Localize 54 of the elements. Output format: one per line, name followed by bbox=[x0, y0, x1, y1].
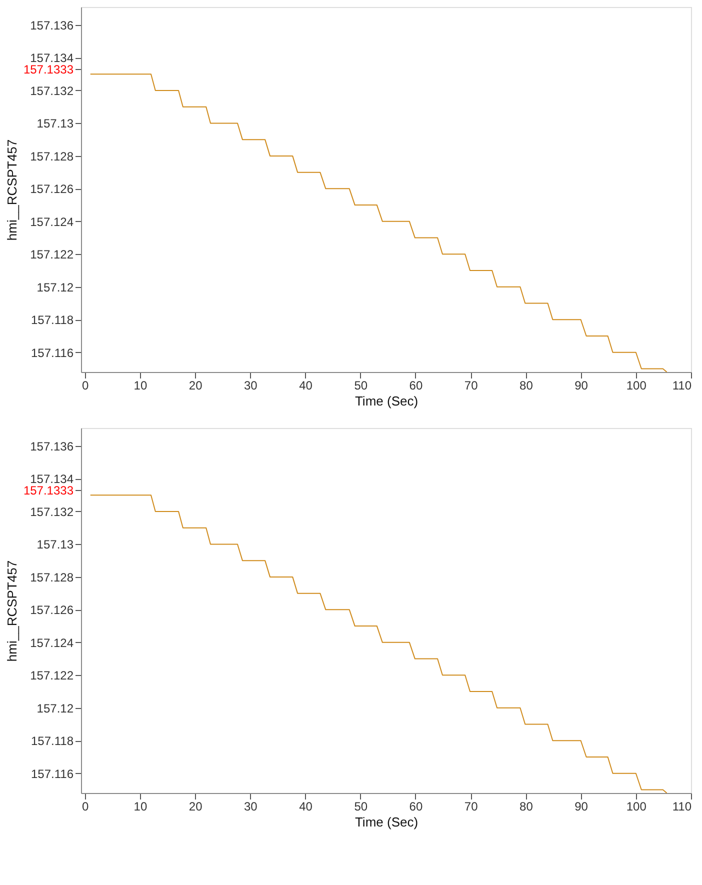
x-tick-label: 10 bbox=[134, 378, 148, 392]
y-tick-label: 157.134 bbox=[30, 472, 74, 486]
x-tick-label: 40 bbox=[299, 800, 313, 814]
x-tick-label: 100 bbox=[626, 800, 647, 814]
x-tick-label: 50 bbox=[354, 378, 368, 392]
x-tick-label: 90 bbox=[574, 378, 588, 392]
y-tick-label: 157.136 bbox=[30, 18, 74, 33]
y-tick-label: 157.118 bbox=[31, 734, 74, 748]
x-tick-label: 20 bbox=[188, 800, 203, 814]
y-tick-label: 157.126 bbox=[30, 603, 74, 618]
y-tick-label: 157.134 bbox=[30, 51, 74, 66]
x-tick-label: 100 bbox=[626, 378, 647, 392]
y-tick-label: 157.136 bbox=[30, 440, 74, 454]
y-tick-label: 157.1333 bbox=[23, 484, 74, 498]
x-axis-title: Time (Sec) bbox=[354, 814, 418, 830]
y-tick-label: 157.118 bbox=[31, 313, 74, 328]
x-tick-label: 70 bbox=[464, 800, 478, 814]
x-tick-label: 80 bbox=[520, 378, 534, 392]
x-tick-label: 0 bbox=[82, 378, 90, 392]
y-tick-label: 157.132 bbox=[30, 504, 74, 519]
x-tick-label: 60 bbox=[409, 800, 423, 814]
x-tick-label: 30 bbox=[244, 378, 258, 392]
x-tick-label: 0 bbox=[82, 800, 90, 814]
y-tick-label: 157.13 bbox=[36, 538, 74, 552]
line-series bbox=[90, 74, 668, 372]
y-tick-label: 157.116 bbox=[31, 766, 74, 781]
x-tick-label: 10 bbox=[134, 800, 148, 814]
y-tick-label: 157.132 bbox=[30, 84, 74, 98]
y-tick-label: 157.122 bbox=[30, 248, 74, 262]
x-tick-label: 20 bbox=[188, 378, 203, 392]
x-tick-label: 110 bbox=[672, 800, 692, 814]
y-tick-label: 157.128 bbox=[30, 570, 74, 584]
y-tick-label: 157.13 bbox=[36, 116, 74, 131]
line-series bbox=[90, 494, 668, 794]
x-tick-label: 90 bbox=[574, 800, 588, 814]
x-tick-label: 110 bbox=[672, 378, 692, 392]
x-tick-label: 70 bbox=[464, 378, 478, 392]
x-tick-label: 80 bbox=[520, 800, 534, 814]
y-axis-title: hmi__RCSPT457 bbox=[4, 139, 20, 241]
y-tick-label: 157.128 bbox=[30, 149, 74, 164]
y-tick-label: 157.126 bbox=[30, 182, 74, 196]
y-tick-label: 157.124 bbox=[30, 636, 74, 650]
y-tick-label: 157.12 bbox=[36, 701, 74, 716]
x-tick-label: 40 bbox=[299, 378, 313, 392]
y-axis-title: hmi__RCSPT457 bbox=[4, 560, 20, 662]
x-tick-label: 30 bbox=[244, 800, 258, 814]
y-tick-label: 157.1333 bbox=[23, 62, 74, 77]
y-tick-label: 157.122 bbox=[30, 668, 74, 683]
x-tick-label: 50 bbox=[354, 800, 368, 814]
y-tick-label: 157.116 bbox=[31, 346, 74, 360]
x-axis-title: Time (Sec) bbox=[354, 394, 418, 408]
y-tick-label: 157.12 bbox=[36, 280, 74, 294]
y-tick-label: 157.124 bbox=[30, 214, 74, 229]
x-tick-label: 60 bbox=[409, 378, 423, 392]
